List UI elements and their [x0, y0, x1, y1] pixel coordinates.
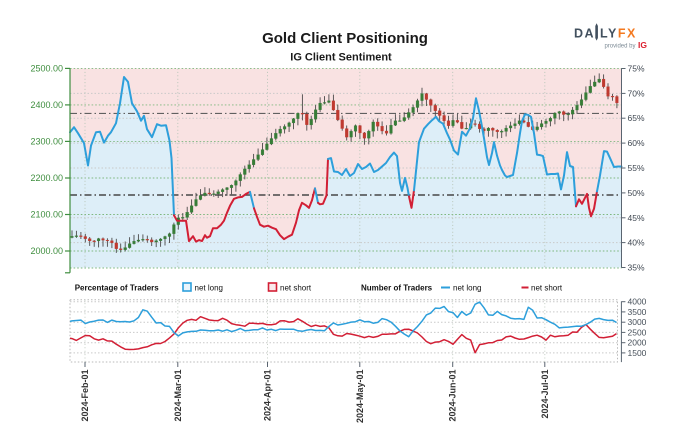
- svg-text:2000: 2000: [628, 338, 647, 348]
- svg-text:2400.00: 2400.00: [30, 100, 63, 110]
- svg-text:65%: 65%: [628, 113, 645, 123]
- svg-text:2024-Mar-01: 2024-Mar-01: [173, 370, 183, 422]
- svg-text:Number of Traders: Number of Traders: [361, 284, 433, 293]
- svg-text:3000: 3000: [628, 317, 647, 327]
- svg-text:75%: 75%: [628, 64, 645, 74]
- svg-text:2200.00: 2200.00: [30, 173, 63, 183]
- svg-text:2500.00: 2500.00: [30, 63, 63, 73]
- svg-text:2024-Feb-01: 2024-Feb-01: [80, 370, 90, 422]
- svg-text:55%: 55%: [628, 163, 645, 173]
- svg-text:45%: 45%: [628, 213, 645, 223]
- svg-text:net short: net short: [531, 284, 563, 293]
- svg-text:Gold Client Positioning: Gold Client Positioning: [262, 30, 428, 47]
- svg-text:50%: 50%: [628, 188, 645, 198]
- svg-text:net long: net long: [195, 284, 223, 293]
- svg-text:IG: IG: [638, 40, 647, 50]
- svg-text:Percentage of Traders: Percentage of Traders: [75, 284, 160, 293]
- svg-text:2024-Jul-01: 2024-Jul-01: [540, 370, 550, 419]
- svg-text:4000: 4000: [628, 297, 647, 307]
- svg-text:1500: 1500: [628, 348, 647, 358]
- svg-text:2024-Apr-01: 2024-Apr-01: [263, 370, 273, 422]
- svg-text:2024-Jun-01: 2024-Jun-01: [448, 370, 458, 422]
- svg-text:60%: 60%: [628, 138, 645, 148]
- svg-text:2100.00: 2100.00: [30, 210, 63, 220]
- svg-text:40%: 40%: [628, 238, 645, 248]
- svg-text:2024-May-01: 2024-May-01: [355, 370, 365, 424]
- svg-text:3500: 3500: [628, 307, 647, 317]
- svg-text:net short: net short: [280, 284, 312, 293]
- svg-text:2500: 2500: [628, 327, 647, 337]
- svg-text:2000.00: 2000.00: [30, 246, 63, 256]
- svg-text:35%: 35%: [628, 263, 645, 273]
- svg-text:provided by: provided by: [604, 44, 635, 50]
- svg-text:70%: 70%: [628, 88, 645, 98]
- svg-text:2300.00: 2300.00: [30, 136, 63, 146]
- svg-text:IG Client Sentiment: IG Client Sentiment: [290, 52, 392, 64]
- svg-text:DAILYFX: DAILYFX: [574, 27, 637, 41]
- svg-text:net long: net long: [453, 284, 481, 293]
